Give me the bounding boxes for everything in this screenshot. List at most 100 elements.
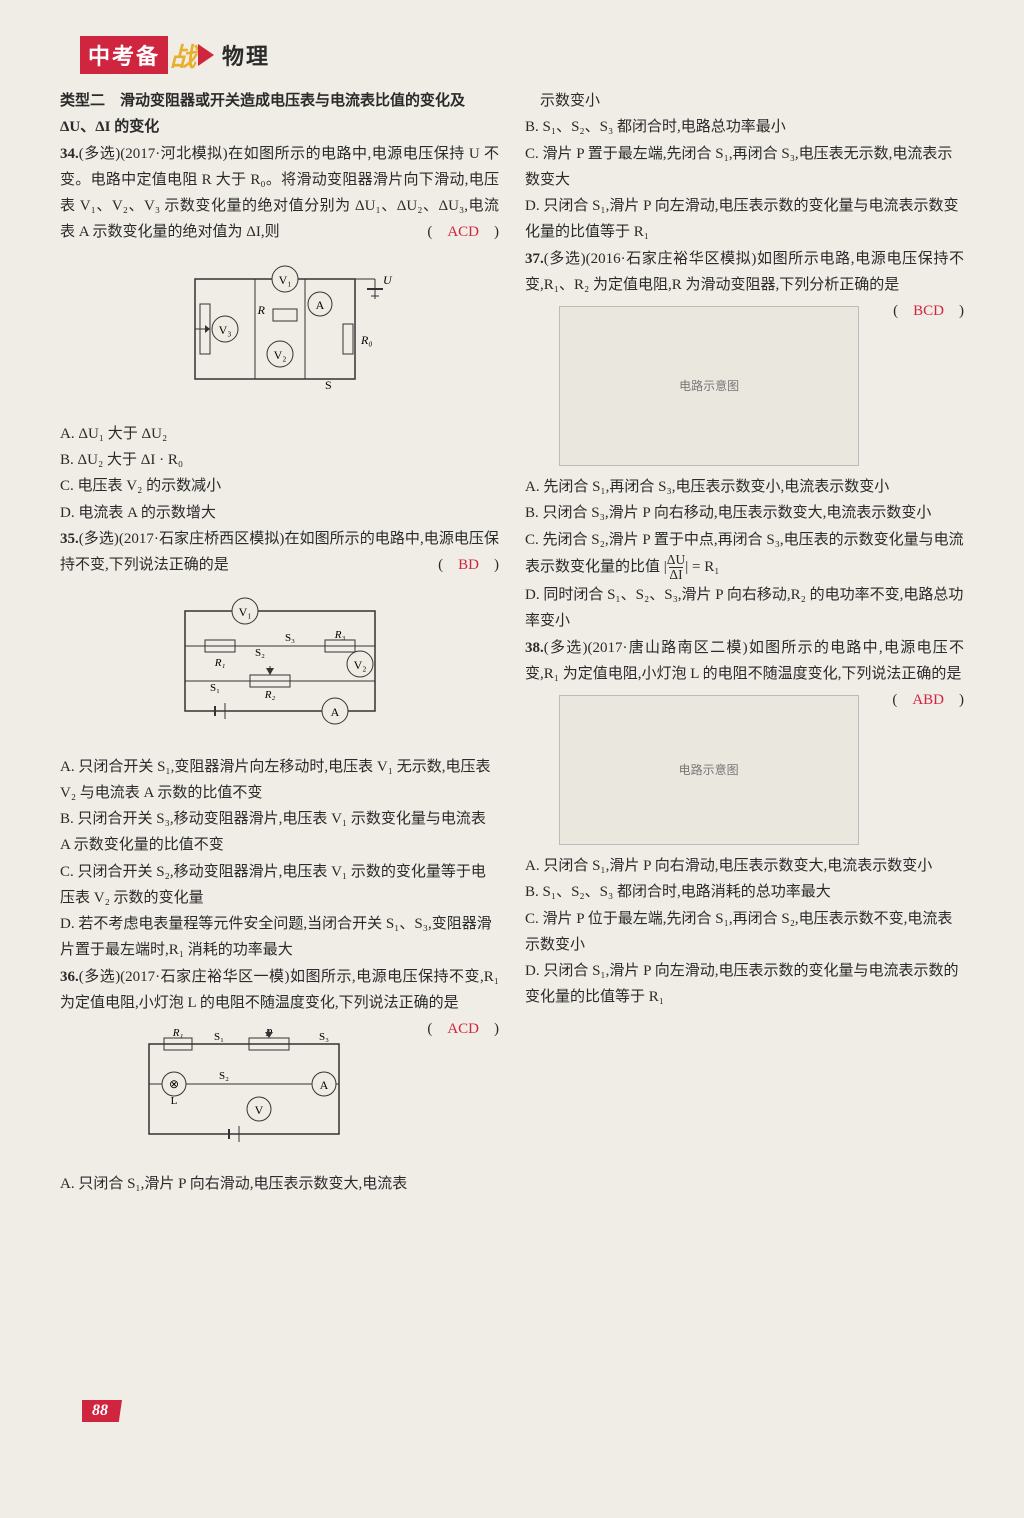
svg-text:S₃: S₃ <box>285 632 295 644</box>
svg-text:V₁: V₁ <box>238 605 251 619</box>
q37-optC-frac-num: ΔU <box>667 553 685 567</box>
q37-number: 37. <box>525 251 544 267</box>
right-column: 示数变小 B. S₁、S₂、S₃ 都闭合时,电路总功率最小 C. 滑片 P 置于… <box>525 88 964 1198</box>
svg-text:S₁: S₁ <box>210 682 220 694</box>
q35-optD: D. 若不考虑电表量程等元件安全问题,当闭合开关 S₁、S₃,变阻器滑片置于最左… <box>60 911 499 964</box>
q38-optC: C. 滑片 P 位于最左端,先闭合 S₁,再闭合 S₂,电压表示数不变,电流表示… <box>525 906 964 959</box>
q37-figure-placeholder: 电路示意图 <box>559 306 859 466</box>
q37-optA: A. 先闭合 S₁,再闭合 S₃,电压表示数变小,电流表示数变小 <box>525 474 964 500</box>
q38-optA: A. 只闭合 S₁,滑片 P 向右滑动,电压表示数变大,电流表示数变小 <box>525 853 964 879</box>
header-zhan: 战 <box>170 37 196 74</box>
q37-tag: (多选)(2016·石家庄裕华区模拟) <box>544 251 757 267</box>
page-header: 中考备 战 物理 <box>80 36 964 74</box>
q38-optD: D. 只闭合 S₁,滑片 P 向左滑动,电压表示数的变化量与电流表示数的变化量的… <box>525 958 964 1011</box>
svg-text:R₀: R₀ <box>360 333 373 347</box>
svg-text:R: R <box>256 303 265 317</box>
q34-options: A. ΔU₁ 大于 ΔU₂ B. ΔU₂ 大于 ΔI · R₀ C. 电压表 V… <box>60 421 499 526</box>
page: 中考备 战 物理 类型二 滑动变阻器或开关造成电压表与电流表比值的变化及 ΔU、… <box>0 0 1024 1198</box>
q36-optA-lead: A. 只闭合 S₁,滑片 P 向右滑动,电压表示数变大,电流表 <box>60 1171 499 1197</box>
q34-tag: (多选)(2017·河北模拟) <box>79 146 228 162</box>
q38-number: 38. <box>525 640 544 656</box>
question-37: 37.(多选)(2016·石家庄裕华区模拟)如图所示电路,电源电压保持不变,R₁… <box>525 246 964 299</box>
q34-answer: ACD <box>447 224 479 240</box>
question-35: 35.(多选)(2017·石家庄桥西区模拟)在如图所示的电路中,电源电压保持不变… <box>60 526 499 579</box>
q34-number: 34. <box>60 146 79 162</box>
q35-optA: A. 只闭合开关 S₁,变阻器滑片向左移动时,电压表 V₁ 无示数,电压表 V₂… <box>60 754 499 807</box>
q38-optB: B. S₁、S₂、S₃ 都闭合时,电路消耗的总功率最大 <box>525 879 964 905</box>
q37-optD: D. 同时闭合 S₁、S₂、S₃,滑片 P 向右移动,R₂ 的电功率不变,电路总… <box>525 582 964 635</box>
q38-options: A. 只闭合 S₁,滑片 P 向右滑动,电压表示数变大,电流表示数变小 B. S… <box>525 853 964 1011</box>
q34-optC: C. 电压表 V₂ 的示数减小 <box>60 473 499 499</box>
q38-answer: ABD <box>912 692 944 708</box>
svg-text:L: L <box>170 1095 177 1107</box>
q37-answer: BCD <box>913 303 944 319</box>
q36-figure: R₁ S₁ P S₃ ⊗L S₂ V A <box>60 1024 499 1163</box>
svg-text:R₁: R₁ <box>213 657 225 669</box>
q36-optD: D. 只闭合 S₁,滑片 P 向左滑动,电压表示数的变化量与电流表示数变化量的比… <box>525 193 964 246</box>
q34-optB: B. ΔU₂ 大于 ΔI · R₀ <box>60 447 499 473</box>
q35-optB: B. 只闭合开关 S₃,移动变阻器滑片,电压表 V₁ 示数变化量与电流表 A 示… <box>60 806 499 859</box>
q35-optC: C. 只闭合开关 S₂,移动变阻器滑片,电压表 V₁ 示数的变化量等于电压表 V… <box>60 859 499 912</box>
svg-text:A: A <box>330 705 339 719</box>
q36-optB: B. S₁、S₂、S₃ 都闭合时,电路总功率最小 <box>525 114 964 140</box>
q36-answer: ACD <box>447 1021 479 1037</box>
q36-options-cont: 示数变小 B. S₁、S₂、S₃ 都闭合时,电路总功率最小 C. 滑片 P 置于… <box>525 88 964 246</box>
header-arrow-icon <box>198 44 214 66</box>
q36-answer-wrap: ( ACD ) <box>427 1016 499 1042</box>
svg-text:V₁: V₁ <box>278 273 291 287</box>
q34-figure: V₃ V₁ V₂ A R R₀ U S <box>60 254 499 413</box>
svg-text:A: A <box>319 1078 328 1092</box>
q35-answer: BD <box>458 557 479 573</box>
svg-text:A: A <box>315 298 324 312</box>
two-column-layout: 类型二 滑动变阻器或开关造成电压表与电流表比值的变化及 ΔU、ΔI 的变化 34… <box>60 88 964 1198</box>
header-subject: 物理 <box>222 39 270 71</box>
q38-tag: (多选)(2017·唐山路南区二模) <box>544 640 748 656</box>
q38-figure: 电路示意图 <box>525 695 964 845</box>
q37-optC-frac-den: ΔI <box>669 567 682 582</box>
type-heading: 类型二 滑动变阻器或开关造成电压表与电流表比值的变化及 ΔU、ΔI 的变化 <box>60 88 499 141</box>
svg-text:S₂: S₂ <box>255 647 265 659</box>
svg-text:V₂: V₂ <box>273 348 286 362</box>
svg-text:R₁: R₁ <box>171 1027 183 1039</box>
page-number: 88 <box>82 1400 122 1422</box>
q36-tag: (多选)(2017·石家庄裕华区一模) <box>79 969 290 985</box>
q37-optC-pre: C. 先闭合 S₂,滑片 P 置于中点,再闭合 S₃,电压表的示数变化量与电流表… <box>525 532 964 575</box>
q34-optD: D. 电流表 A 的示数增大 <box>60 500 499 526</box>
svg-text:S₃: S₃ <box>319 1031 329 1043</box>
svg-text:U: U <box>383 273 393 287</box>
q37-optC: C. 先闭合 S₂,滑片 P 置于中点,再闭合 S₃,电压表的示数变化量与电流表… <box>525 527 964 583</box>
q37-options: A. 先闭合 S₁,再闭合 S₃,电压表示数变小,电流表示数变小 B. 只闭合 … <box>525 474 964 635</box>
q37-answer-wrap: ( BCD ) <box>893 298 964 324</box>
svg-text:⊗: ⊗ <box>169 1077 179 1091</box>
q36-number: 36. <box>60 969 79 985</box>
question-38: 38.(多选)(2017·唐山路南区二模)如图所示的电路中,电源电压不变,R₁ … <box>525 635 964 688</box>
q37-figure: 电路示意图 <box>525 306 964 466</box>
svg-text:V₃: V₃ <box>218 323 231 337</box>
q37-optC-post: = R₁ <box>688 559 719 575</box>
left-column: 类型二 滑动变阻器或开关造成电压表与电流表比值的变化及 ΔU、ΔI 的变化 34… <box>60 88 499 1198</box>
q35-number: 35. <box>60 531 79 547</box>
svg-text:R₂: R₂ <box>263 689 275 701</box>
svg-text:S₁: S₁ <box>214 1031 224 1043</box>
question-34: 34.(多选)(2017·河北模拟)在如图所示的电路中,电源电压保持 U 不变。… <box>60 141 499 246</box>
q37-optC-fraction: ΔUΔI <box>667 553 685 582</box>
q35-options: A. 只闭合开关 S₁,变阻器滑片向左移动时,电压表 V₁ 无示数,电压表 V₂… <box>60 754 499 964</box>
q36-optA-cont: 示数变小 <box>525 88 964 114</box>
q34-answer-wrap: ( ACD ) <box>427 219 499 245</box>
q38-figure-placeholder: 电路示意图 <box>559 695 859 845</box>
svg-text:S: S <box>325 378 332 392</box>
question-36: 36.(多选)(2017·石家庄裕华区一模)如图所示,电源电压保持不变,R₁ 为… <box>60 964 499 1017</box>
q35-answer-wrap: ( BD ) <box>438 552 499 578</box>
svg-text:V₂: V₂ <box>353 658 366 672</box>
svg-text:R₃: R₃ <box>333 629 345 641</box>
q38-answer-wrap: ( ABD ) <box>892 687 964 713</box>
q35-tag: (多选)(2017·石家庄桥西区模拟) <box>79 531 285 547</box>
q37-optB: B. 只闭合 S₃,滑片 P 向右移动,电压表示数变大,电流表示数变小 <box>525 500 964 526</box>
svg-text:V: V <box>254 1103 263 1117</box>
q34-optA: A. ΔU₁ 大于 ΔU₂ <box>60 421 499 447</box>
q35-figure: V₁ V₂ A R₁ R₃ R₂ S₂ S₃ S₁ <box>60 586 499 745</box>
q36-optC: C. 滑片 P 置于最左端,先闭合 S₁,再闭合 S₃,电压表无示数,电流表示数… <box>525 141 964 194</box>
q36-optA-partial: A. 只闭合 S₁,滑片 P 向右滑动,电压表示数变大,电流表 <box>60 1171 499 1197</box>
svg-text:S₂: S₂ <box>219 1070 229 1082</box>
header-brand-box: 中考备 <box>80 36 168 74</box>
